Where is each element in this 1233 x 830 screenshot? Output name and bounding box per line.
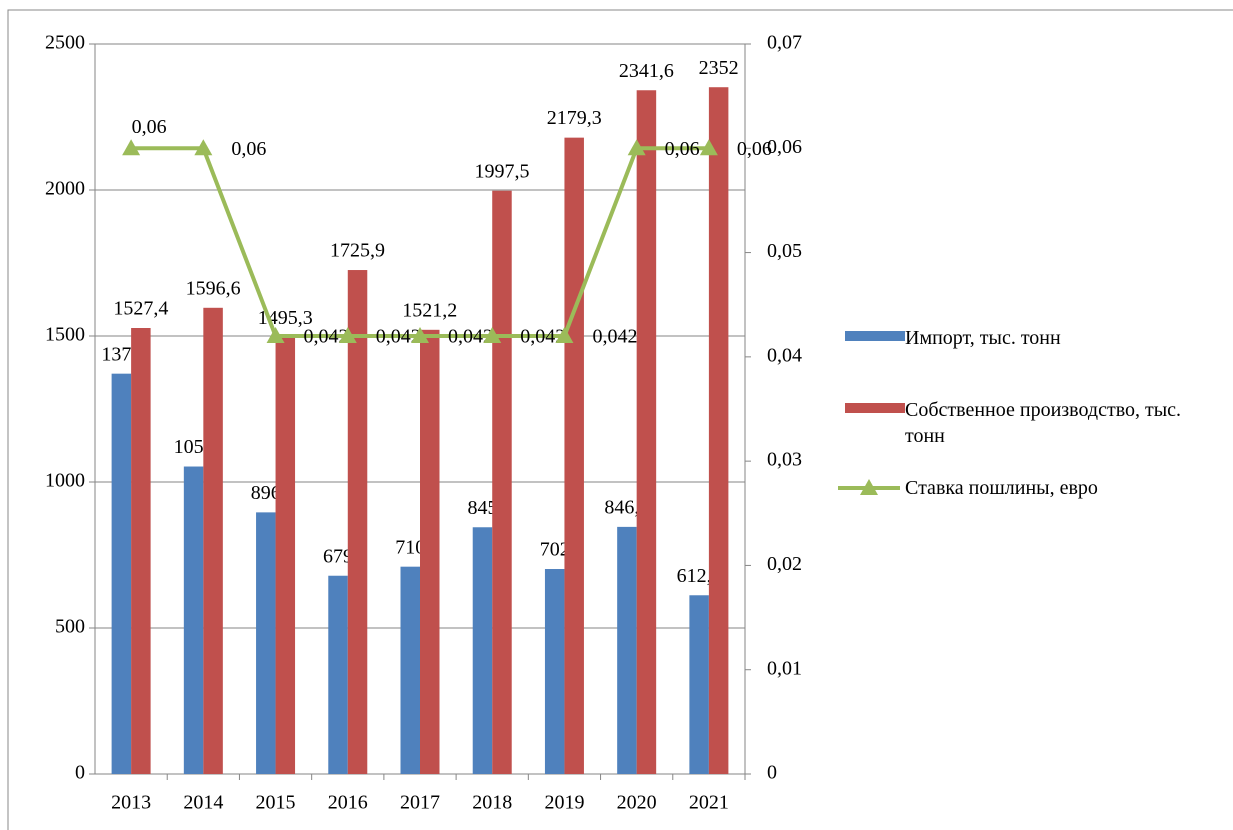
x-tick-label: 2017 bbox=[400, 792, 440, 814]
data-label: 2179,3 bbox=[547, 107, 602, 129]
legend-text: Ставка пошлины, евро bbox=[905, 477, 1098, 499]
bar bbox=[617, 526, 637, 774]
x-tick-label: 2020 bbox=[617, 792, 657, 814]
data-label: 0,042 bbox=[520, 326, 565, 348]
legend-text: Импорт, тыс. тонн bbox=[905, 327, 1061, 349]
data-label: 679 bbox=[323, 545, 353, 567]
bar bbox=[131, 327, 151, 774]
marker bbox=[266, 327, 285, 343]
marker bbox=[627, 139, 646, 156]
x-tick-label: 2019 bbox=[544, 792, 584, 814]
marker bbox=[122, 139, 141, 156]
bar bbox=[636, 90, 657, 774]
data-label: 0,042 bbox=[376, 326, 421, 348]
x-tick-label: 2014 bbox=[183, 792, 223, 814]
x-tick-label: 2016 bbox=[328, 792, 368, 814]
bar bbox=[420, 329, 440, 774]
bar bbox=[492, 190, 512, 775]
marker bbox=[699, 139, 718, 156]
y-tick-label: 1500 bbox=[45, 324, 85, 346]
bar bbox=[203, 307, 223, 774]
data-label: 0,06 bbox=[132, 116, 167, 138]
bar bbox=[689, 595, 709, 774]
data-label: 702 bbox=[540, 539, 570, 561]
bar bbox=[564, 137, 584, 774]
marker bbox=[194, 139, 213, 156]
legend-key bbox=[860, 479, 878, 495]
marker bbox=[338, 327, 357, 343]
data-label: 2341,6 bbox=[619, 60, 674, 82]
x-tick-label: 2015 bbox=[256, 792, 296, 814]
data-label: 2352 bbox=[699, 57, 739, 79]
x-tick-label: 2013 bbox=[111, 792, 151, 814]
bar bbox=[472, 527, 493, 774]
y2-tick-label: 0,01 bbox=[767, 657, 802, 679]
data-label: 710 bbox=[395, 536, 425, 558]
bar bbox=[275, 337, 296, 774]
legend-key bbox=[845, 331, 905, 341]
y-tick-label: 2000 bbox=[45, 178, 85, 200]
y2-tick-label: 0,02 bbox=[767, 553, 802, 575]
y-tick-label: 2500 bbox=[45, 32, 85, 54]
data-label: 1725,9 bbox=[330, 240, 385, 262]
y2-tick-label: 0,05 bbox=[767, 240, 802, 262]
data-label: 1527,4 bbox=[113, 298, 168, 320]
bar bbox=[708, 87, 729, 774]
data-label: 1997,5 bbox=[474, 160, 529, 182]
frame bbox=[7, 9, 1233, 830]
y2-tick-label: 0,04 bbox=[767, 344, 802, 366]
bar bbox=[183, 466, 204, 774]
data-label: 845 bbox=[467, 497, 497, 519]
data-label: 896 bbox=[251, 482, 281, 504]
marker bbox=[555, 327, 574, 343]
x-tick-label: 2018 bbox=[472, 792, 512, 814]
y2-tick-label: 0,07 bbox=[767, 32, 802, 54]
y2-tick-label: 0 bbox=[767, 762, 777, 784]
y2-tick-label: 0,03 bbox=[767, 449, 802, 471]
x-tick-label: 2021 bbox=[689, 792, 729, 814]
data-label: 0,06 bbox=[665, 138, 700, 160]
bar bbox=[111, 373, 132, 774]
data-label: 0,042 bbox=[448, 326, 493, 348]
data-label: 0,042 bbox=[592, 326, 637, 348]
y2-tick-label: 0,06 bbox=[767, 136, 802, 158]
marker bbox=[411, 327, 429, 343]
bar bbox=[347, 270, 368, 774]
data-label: 1521,2 bbox=[402, 299, 457, 321]
legend-text: Собственное производство, тыс. тонн bbox=[905, 399, 1182, 447]
bar bbox=[544, 569, 565, 774]
bar bbox=[328, 575, 348, 774]
marker bbox=[483, 327, 502, 343]
data-label: 1596,6 bbox=[186, 277, 241, 299]
y-tick-label: 0 bbox=[75, 762, 85, 784]
bar bbox=[400, 566, 420, 774]
y-tick-label: 500 bbox=[55, 616, 85, 638]
data-label: 0,06 bbox=[231, 138, 266, 160]
bar bbox=[256, 512, 276, 774]
data-label: 0,042 bbox=[304, 326, 349, 348]
data-label: 0,06 bbox=[737, 138, 772, 160]
legend-key bbox=[845, 403, 905, 413]
y-tick-label: 1000 bbox=[45, 470, 85, 492]
